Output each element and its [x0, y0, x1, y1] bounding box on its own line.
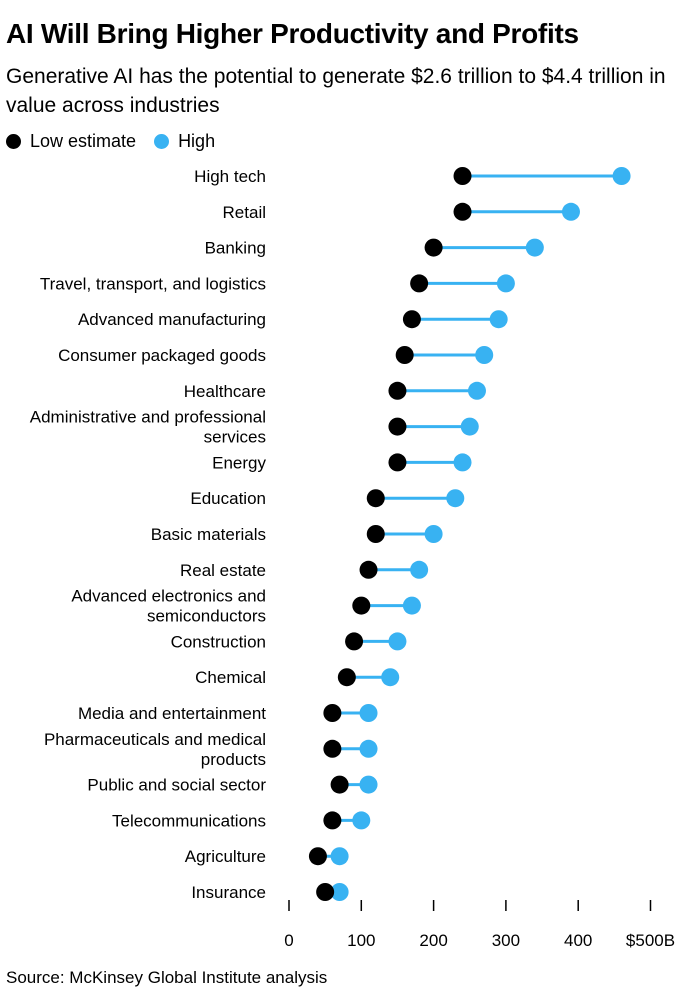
low-point: [453, 202, 472, 221]
high-point: [330, 883, 349, 901]
x-tick-label: 0: [284, 931, 293, 950]
low-point: [308, 847, 327, 866]
category-label: Pharmaceuticals and medical: [44, 730, 266, 749]
category-label: Public and social sector: [87, 776, 266, 795]
x-tick-label: $500B: [626, 931, 675, 950]
high-point: [525, 238, 544, 257]
category-label: Media and entertainment: [78, 704, 266, 723]
low-point: [453, 167, 472, 185]
category-label: semiconductors: [147, 607, 266, 626]
legend-marker-low: [6, 133, 21, 149]
category-label: Administrative and professional: [30, 408, 266, 427]
high-point: [496, 274, 515, 293]
category-label: Construction: [171, 632, 266, 651]
low-point: [424, 238, 443, 257]
high-point: [612, 167, 631, 185]
x-tick-label: 300: [492, 931, 520, 950]
category-label: Basic materials: [151, 525, 266, 544]
low-point: [402, 310, 421, 329]
x-tick-label: 400: [564, 931, 592, 950]
category-label: Energy: [212, 453, 266, 472]
high-point: [352, 811, 371, 830]
legend-item-low: Low estimate: [6, 131, 136, 152]
legend-item-high: High: [154, 131, 215, 152]
high-point: [446, 489, 465, 508]
category-label: products: [201, 750, 266, 769]
high-point: [410, 560, 429, 579]
low-point: [366, 489, 385, 508]
low-point: [410, 274, 429, 293]
high-point: [467, 381, 486, 400]
category-label: Travel, transport, and logistics: [40, 274, 266, 293]
high-point: [359, 775, 378, 794]
legend-label-high: High: [178, 130, 216, 151]
chart-subtitle: Generative AI has the potential to gener…: [6, 65, 666, 117]
category-label: Advanced manufacturing: [78, 310, 266, 329]
low-point: [316, 883, 335, 901]
low-point: [359, 560, 378, 579]
legend-label-low: Low estimate: [30, 130, 137, 151]
high-point: [424, 525, 443, 543]
low-point: [388, 381, 407, 400]
category-label: High tech: [194, 167, 266, 186]
category-label: Advanced electronics and: [71, 587, 266, 606]
high-point: [359, 704, 378, 722]
low-point: [395, 346, 414, 364]
category-label: Chemical: [195, 668, 266, 687]
low-point: [388, 417, 407, 436]
high-point: [359, 739, 378, 758]
high-point: [402, 596, 421, 615]
low-point: [323, 739, 342, 758]
low-point: [388, 453, 407, 472]
low-point: [323, 704, 342, 722]
category-label: Consumer packaged goods: [58, 346, 266, 365]
category-label: Insurance: [191, 883, 266, 902]
low-point: [366, 525, 385, 543]
chart-title: AI Will Bring Higher Productivity and Pr…: [6, 18, 579, 49]
high-point: [330, 847, 349, 866]
category-label: Real estate: [180, 561, 266, 580]
category-label: services: [204, 428, 266, 447]
low-point: [345, 632, 364, 651]
high-point: [453, 453, 472, 472]
category-label: Agriculture: [185, 847, 266, 866]
legend: Low estimate High: [6, 130, 233, 152]
category-label: Education: [190, 489, 266, 508]
high-point: [475, 346, 494, 364]
high-point: [460, 417, 479, 436]
source-note: Source: McKinsey Global Institute analys…: [6, 968, 328, 987]
category-label: Banking: [205, 239, 266, 258]
high-point: [561, 202, 580, 221]
low-point: [337, 668, 356, 687]
x-tick-label: 100: [347, 931, 375, 950]
high-point: [388, 632, 407, 651]
category-label: Retail: [223, 203, 266, 222]
low-point: [323, 811, 342, 830]
category-label: Telecommunications: [112, 811, 266, 830]
high-point: [489, 310, 508, 329]
legend-marker-high: [154, 133, 170, 149]
high-point: [381, 668, 400, 687]
x-tick-label: 200: [419, 931, 447, 950]
category-label: Healthcare: [184, 382, 266, 401]
low-point: [330, 775, 349, 794]
low-point: [352, 596, 371, 615]
